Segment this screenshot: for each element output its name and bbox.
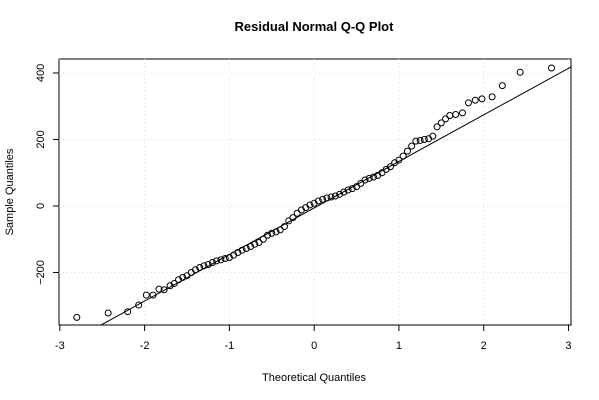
point: [365, 174, 373, 182]
point: [416, 136, 424, 144]
point: [293, 209, 301, 217]
point: [255, 239, 263, 247]
point: [471, 96, 479, 104]
point: [403, 147, 411, 155]
point: [183, 272, 191, 280]
point: [160, 286, 168, 294]
point: [242, 245, 250, 253]
point: [289, 214, 297, 222]
point: [142, 291, 150, 299]
point: [213, 257, 221, 265]
point: [357, 179, 365, 187]
y-tick-label: −200: [35, 260, 47, 285]
point: [327, 193, 335, 201]
point: [196, 263, 204, 271]
point: [314, 197, 322, 205]
point: [516, 68, 524, 76]
x-tick-label: 3: [565, 340, 571, 352]
point: [280, 223, 288, 231]
x-tick-label: -2: [140, 340, 150, 352]
x-tick-label: 2: [481, 340, 487, 352]
point: [204, 260, 212, 268]
y-axis-label: Sample Quantiles: [4, 148, 16, 235]
plot-frame: [58, 58, 572, 326]
point: [319, 195, 327, 203]
point: [369, 173, 377, 181]
point: [276, 226, 284, 234]
point: [498, 82, 506, 90]
point: [399, 152, 407, 160]
x-tick-label: 0: [311, 340, 317, 352]
chart-title: Residual Normal Q-Q Plot: [235, 19, 395, 34]
point: [395, 156, 403, 164]
point: [488, 93, 496, 101]
point: [323, 194, 331, 202]
point: [331, 192, 339, 200]
x-tick-label: 1: [396, 340, 402, 352]
point: [478, 95, 486, 103]
point: [155, 285, 163, 293]
point: [306, 201, 314, 209]
point: [73, 313, 81, 321]
y-tick-label: 400: [35, 64, 47, 82]
point: [442, 115, 450, 123]
point: [420, 135, 428, 143]
point: [437, 119, 445, 127]
point: [149, 291, 157, 299]
y-tick-label: 0: [35, 203, 47, 209]
point: [433, 123, 441, 131]
point: [429, 132, 437, 140]
point: [124, 308, 132, 316]
point: [170, 279, 178, 287]
x-axis-label: Theoretical Quantiles: [262, 372, 366, 384]
point: [452, 111, 460, 119]
point: [208, 258, 216, 266]
point: [386, 163, 394, 171]
point: [104, 309, 112, 317]
point: [285, 217, 293, 225]
point: [264, 231, 272, 239]
point: [259, 235, 267, 243]
point: [268, 229, 276, 237]
point: [179, 273, 187, 281]
point: [464, 99, 472, 107]
point: [251, 240, 259, 248]
point: [408, 142, 416, 150]
point: [238, 246, 246, 254]
point: [353, 183, 361, 191]
point: [548, 64, 556, 72]
point: [272, 228, 280, 236]
point: [344, 186, 352, 194]
point: [200, 262, 208, 270]
point: [458, 109, 466, 117]
point: [378, 169, 386, 177]
reference-line: [99, 66, 571, 325]
point: [221, 255, 229, 262]
point: [361, 176, 369, 184]
x-tick-label: -1: [224, 340, 234, 352]
point: [348, 185, 356, 193]
y-tick-label: 200: [35, 130, 47, 148]
point: [446, 112, 454, 120]
point: [135, 301, 143, 309]
point: [340, 188, 348, 196]
point: [217, 256, 225, 264]
x-tick-label: -3: [55, 340, 65, 352]
point: [412, 137, 420, 145]
